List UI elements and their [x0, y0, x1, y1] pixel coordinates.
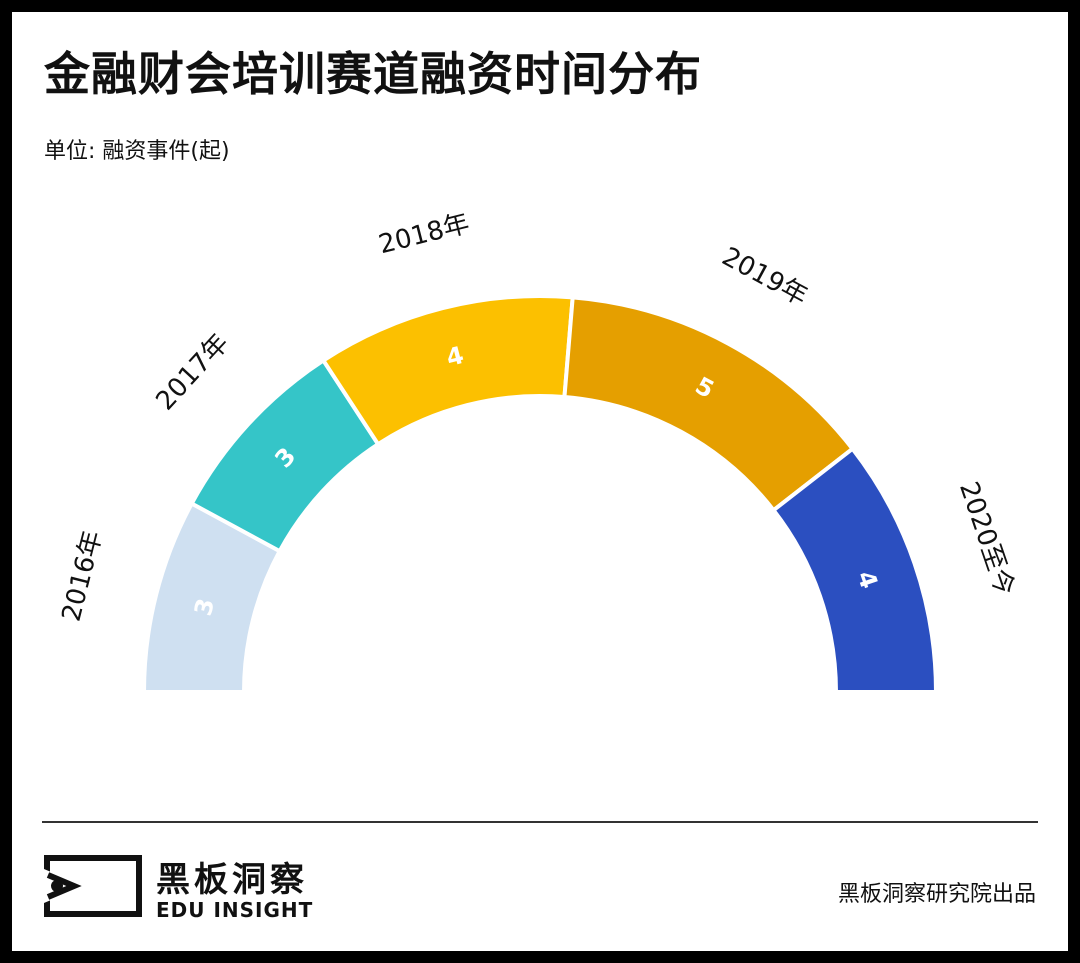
edu-insight-logo-icon: [44, 855, 142, 917]
brand-name-en: EDU INSIGHT: [156, 898, 314, 922]
chart-title: 金融财会培训赛道融资时间分布: [44, 47, 702, 101]
category-label-3: 2019年: [717, 242, 812, 312]
unit-label: 单位: 融资事件(起): [44, 139, 230, 164]
segment-4: [770, 445, 939, 694]
value-label-0: 3: [189, 596, 220, 619]
category-label-0: 2016年: [57, 528, 109, 625]
credit-text: 黑板洞察研究院出品: [837, 882, 1036, 907]
segment-3: [562, 295, 856, 513]
category-label-1: 2017年: [150, 328, 234, 416]
footer-divider: [42, 821, 1038, 823]
category-label-2: 2018年: [376, 209, 473, 261]
value-label-2: 4: [444, 341, 467, 372]
brand-name-cn: 黑板洞察: [156, 860, 308, 900]
category-label-4: 2020至今: [953, 478, 1020, 600]
